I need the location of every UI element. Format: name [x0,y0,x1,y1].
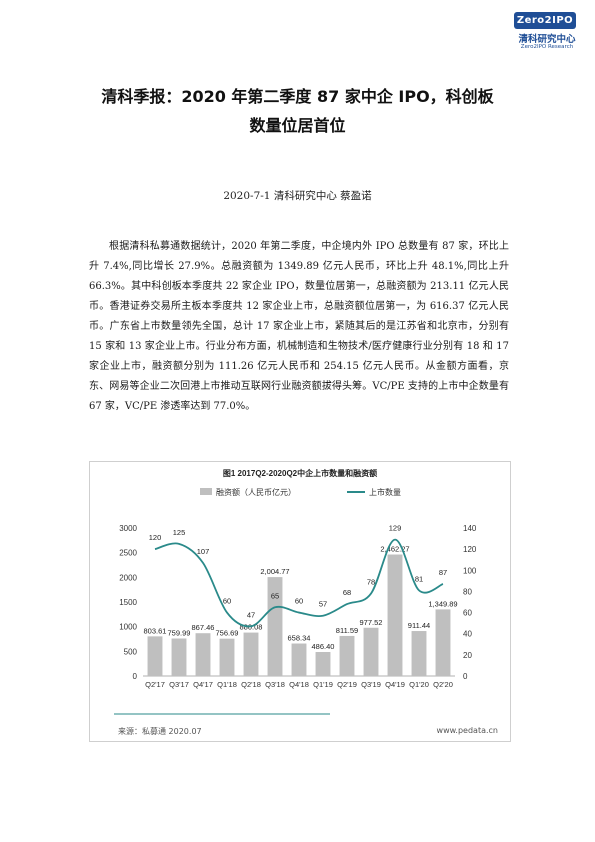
bar-value-label: 2,462.27 [380,545,409,554]
bar [219,638,235,676]
left-axis-tick-label: 1000 [119,623,137,632]
legend-label-bars: 融资额（人民币亿元） [216,487,296,497]
line-value-label: 47 [247,610,255,619]
line-value-label: 120 [149,533,162,542]
title-line-2: 数量位居首位 [249,116,346,135]
left-axis-tick-label: 2000 [119,573,137,582]
bar [195,633,211,676]
title-line-1: 清科季报：2020 年第二季度 87 家中企 IPO，科创板 [101,87,494,106]
line-value-label: 78 [367,578,375,587]
right-axis-tick-label: 60 [463,609,472,618]
line-value-label: 87 [439,568,447,577]
bar-value-label: 867.46 [192,623,215,632]
listing-count-line [154,538,444,628]
line-value-label: 81 [415,574,423,583]
line-value-label: 129 [389,524,402,533]
bar [171,638,187,676]
bar [363,627,379,676]
bar-value-label: 2,004.77 [260,567,289,576]
bar [339,635,355,676]
category-label: Q3'17 [169,680,189,689]
category-label: Q4'19 [385,680,405,689]
line-value-label: 125 [173,528,186,537]
right-axis-tick-label: 80 [463,587,472,596]
right-axis-tick-label: 100 [463,566,477,575]
zero2ipo-logo: Zero2IPO 清科研究中心 Zero2IPO Research [509,12,585,54]
bar-value-label: 803.61 [144,626,167,635]
bar [315,652,331,676]
chart-figure: 图1 2017Q2-2020Q2中企上市数量和融资额融资额（人民币亿元） 上市数量… [89,461,511,742]
category-label: Q1'19 [313,680,333,689]
logo-en-text: Zero2IPO Research [520,44,574,50]
line-value-label: 107 [197,547,210,556]
category-label: Q1'20 [409,680,429,689]
category-label: Q2'19 [337,680,357,689]
line-value-label: 68 [343,588,351,597]
right-axis-tick-label: 120 [463,545,477,554]
bar [147,636,163,676]
line-value-label: 60 [223,597,231,606]
right-axis-tick-label: 20 [463,651,472,660]
right-axis-tick-label: 140 [463,524,477,533]
chart-title: 图1 2017Q2-2020Q2中企上市数量和融资额 [223,468,377,478]
line-value-label: 65 [271,591,279,600]
bar-value-label: 977.52 [360,618,383,627]
left-axis-tick-label: 2500 [119,549,137,558]
bar [411,631,427,676]
right-axis-tick-label: 40 [463,630,472,639]
category-label: Q1'18 [217,680,237,689]
legend-swatch-bars [200,488,212,495]
logo-cn-text: 清科研究中心 [518,34,576,45]
category-label: Q3'18 [265,680,285,689]
bar-value-label: 756.69 [216,629,239,638]
category-label: Q2'20 [433,680,453,689]
category-label: Q4'18 [289,680,309,689]
left-axis-tick-label: 3000 [119,524,137,533]
line-value-label: 60 [295,597,303,606]
left-axis-tick-label: 500 [124,647,138,656]
category-label: Q2'18 [241,680,261,689]
right-axis-tick-label: 0 [463,672,468,681]
bar-value-label: 759.99 [168,629,191,638]
bar [243,632,259,676]
category-label: Q3'19 [361,680,381,689]
bar [387,554,403,676]
figure-site: www.pedata.cn [436,726,498,735]
bar-value-label: 911.44 [408,621,430,630]
category-label: Q2'17 [145,680,165,689]
bar-value-label: 658.34 [288,634,311,643]
line-value-label: 57 [319,600,327,609]
legend-label-line: 上市数量 [369,487,401,497]
logo-badge: Zero2IPO [514,12,576,29]
left-axis-tick-label: 0 [133,672,138,681]
bar-value-label: 1,349.89 [428,599,457,608]
bar [435,609,451,676]
bar [267,577,283,676]
byline: 2020-7-1 清科研究中心 蔡盈诺 [223,190,372,202]
bar-value-label: 486.40 [312,642,335,651]
article-paragraph: 根据清科私募通数据统计，2020 年第二季度，中企境内外 IPO 总数量有 87… [89,241,509,412]
category-label: Q4'17 [193,680,213,689]
left-axis-tick-label: 1500 [119,598,137,607]
bar [291,643,307,676]
bar-value-label: 811.59 [336,626,358,635]
article-title: 清科季报：2020 年第二季度 87 家中企 IPO，科创板 数量位居首位 [60,82,535,140]
figure-source: 来源：私募通 2020.07 [118,727,202,736]
